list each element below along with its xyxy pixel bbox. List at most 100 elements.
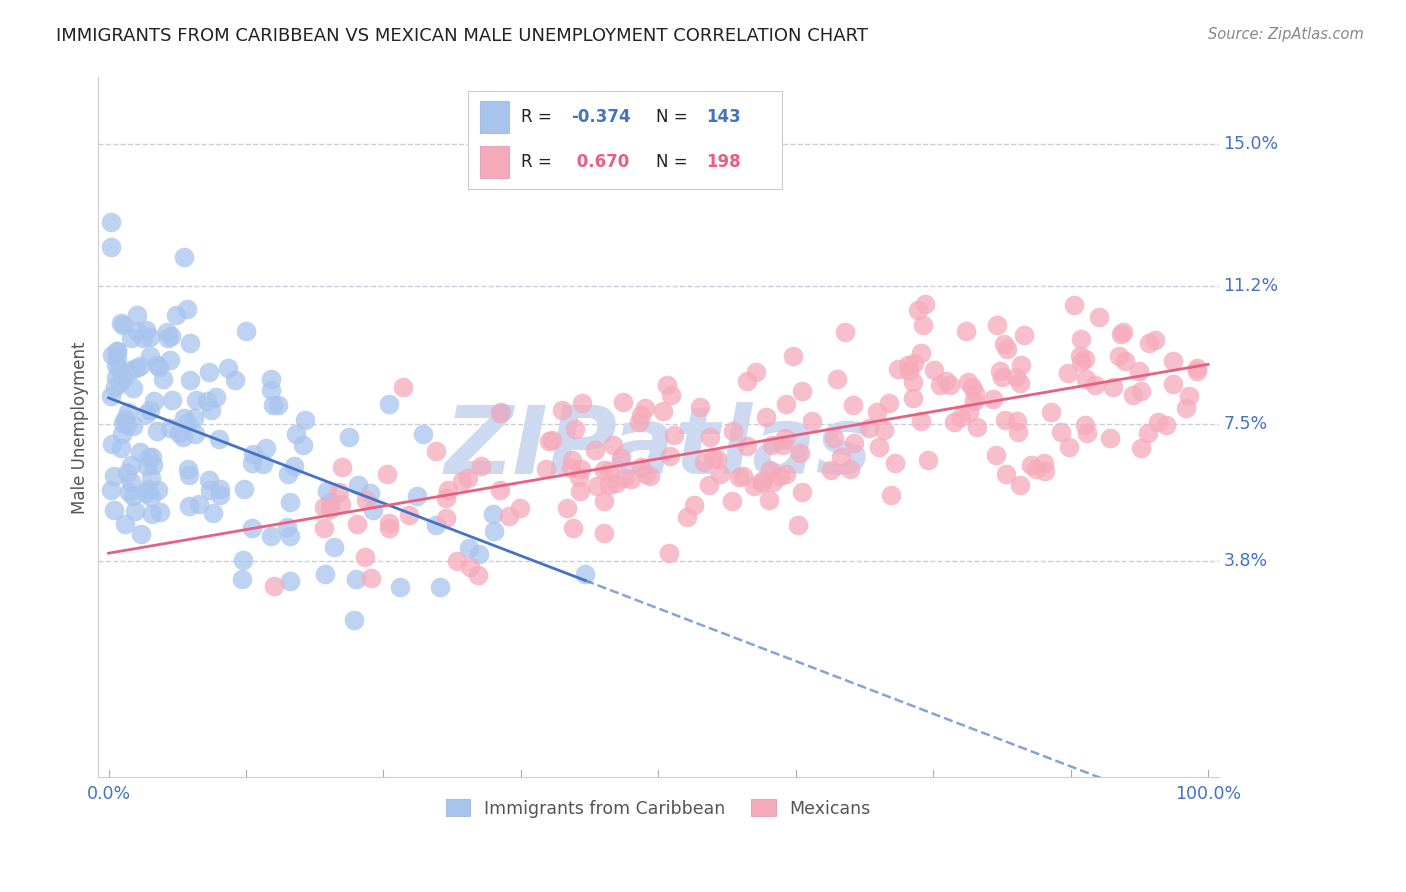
Point — [1161, 376, 1184, 391]
Point — [993, 413, 1015, 427]
Point — [995, 467, 1018, 482]
Point — [217, 360, 239, 375]
Point — [965, 386, 987, 401]
Point — [966, 420, 988, 434]
Point — [162, 392, 184, 407]
Point — [1108, 349, 1130, 363]
Point — [613, 471, 636, 485]
Point — [141, 450, 163, 464]
Point — [917, 453, 939, 467]
Point — [330, 460, 353, 475]
Point — [260, 529, 283, 543]
Point — [389, 580, 412, 594]
Point — [1137, 426, 1160, 441]
Point — [138, 330, 160, 344]
Point — [801, 415, 824, 429]
Point — [406, 489, 429, 503]
Point — [866, 405, 889, 419]
Point — [135, 459, 157, 474]
Point — [139, 490, 162, 504]
Point — [176, 417, 198, 431]
Point — [907, 302, 929, 317]
Point — [721, 494, 744, 508]
Point — [314, 567, 336, 582]
Point — [775, 397, 797, 411]
Point — [1019, 458, 1042, 473]
Point — [630, 459, 652, 474]
Point — [184, 392, 207, 407]
Point — [1050, 425, 1073, 439]
Point — [775, 432, 797, 446]
Point — [880, 488, 903, 502]
Point — [188, 497, 211, 511]
Point — [101, 348, 124, 362]
Point — [360, 571, 382, 585]
Point — [693, 455, 716, 469]
Point — [361, 503, 384, 517]
Point — [789, 446, 811, 460]
Point — [233, 482, 256, 496]
Point — [1069, 349, 1091, 363]
Point — [111, 426, 134, 441]
Point — [276, 520, 298, 534]
Point — [179, 499, 201, 513]
Point — [706, 451, 728, 466]
Point — [787, 518, 810, 533]
Point — [122, 419, 145, 434]
Point — [111, 416, 134, 430]
Point — [451, 475, 474, 489]
Point — [111, 371, 134, 385]
Point — [176, 301, 198, 316]
Point — [689, 400, 711, 414]
Point — [235, 324, 257, 338]
Point — [1010, 376, 1032, 391]
Point — [731, 468, 754, 483]
Point — [1122, 388, 1144, 402]
Point — [437, 483, 460, 497]
Point — [858, 421, 880, 435]
Point — [425, 444, 447, 458]
Point — [910, 414, 932, 428]
Point — [1084, 377, 1107, 392]
Point — [834, 325, 856, 339]
Point — [120, 363, 142, 377]
Point — [697, 478, 720, 492]
Point — [963, 393, 986, 408]
Point — [167, 426, 190, 441]
Y-axis label: Male Unemployment: Male Unemployment — [72, 341, 89, 514]
Point — [1087, 310, 1109, 324]
Point — [910, 346, 932, 360]
Point — [115, 466, 138, 480]
Point — [735, 439, 758, 453]
Point — [266, 398, 288, 412]
Point — [509, 500, 531, 515]
Point — [721, 424, 744, 438]
Point — [132, 331, 155, 345]
Point — [1129, 441, 1152, 455]
Point — [574, 566, 596, 581]
Point — [398, 508, 420, 522]
Text: 15.0%: 15.0% — [1223, 136, 1278, 153]
Point — [148, 483, 170, 497]
Point — [173, 411, 195, 425]
Point — [115, 417, 138, 432]
Point — [569, 462, 592, 476]
Point — [744, 479, 766, 493]
Point — [751, 476, 773, 491]
Point — [1025, 462, 1047, 476]
Point — [1143, 334, 1166, 348]
Point — [149, 505, 172, 519]
Point — [135, 407, 157, 421]
Point — [988, 364, 1011, 378]
Point — [1175, 401, 1198, 415]
Point — [830, 450, 852, 465]
Point — [156, 331, 179, 345]
Point — [1070, 355, 1092, 369]
Point — [751, 474, 773, 488]
Point — [1137, 335, 1160, 350]
Point — [1147, 415, 1170, 429]
Point — [991, 370, 1014, 384]
Point — [183, 411, 205, 425]
Point — [884, 456, 907, 470]
Point — [550, 403, 572, 417]
